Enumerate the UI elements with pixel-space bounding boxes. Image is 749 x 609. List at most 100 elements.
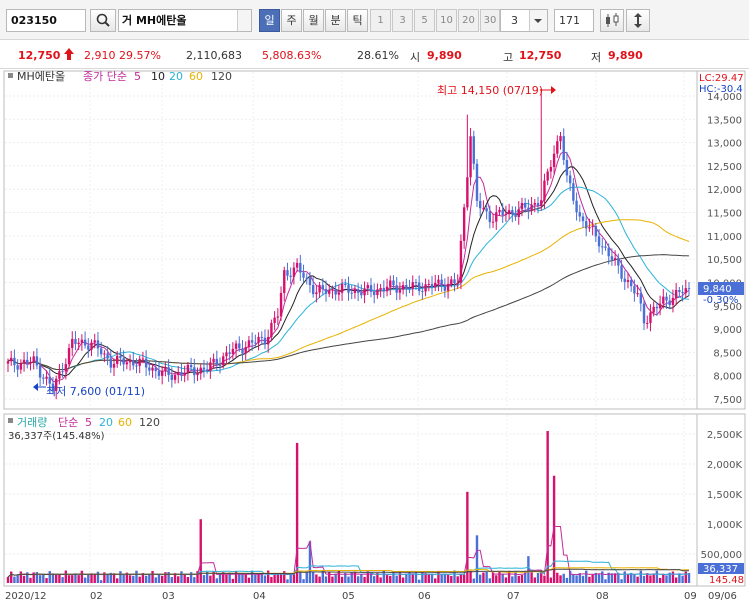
volume-bar xyxy=(13,576,16,583)
volume-bar xyxy=(623,571,626,583)
current-change-tag: -0.30% xyxy=(703,295,738,306)
period-minute[interactable]: 분 xyxy=(325,9,346,32)
candle-body xyxy=(498,209,501,213)
candle-body xyxy=(132,360,135,366)
volume-bar xyxy=(507,571,511,583)
search-button[interactable] xyxy=(90,9,116,32)
volume-bar xyxy=(581,575,585,583)
volume-bar xyxy=(511,576,514,583)
candle-body xyxy=(26,359,29,364)
candle-body xyxy=(238,343,241,349)
volume-bar xyxy=(652,574,655,583)
volume-bar xyxy=(491,572,495,583)
volume-bar xyxy=(80,570,84,583)
stock-name-text: 거 MH에탄올 xyxy=(122,14,187,27)
candle-body xyxy=(501,209,504,216)
volume-bar xyxy=(103,572,106,583)
volume-bar xyxy=(617,572,620,583)
stock-code-input[interactable]: 023150 xyxy=(6,9,86,32)
candle-body xyxy=(581,216,585,222)
minute-3[interactable]: 3 xyxy=(392,9,413,32)
candle-body xyxy=(681,291,684,294)
candle-body xyxy=(180,372,183,376)
candle-body xyxy=(324,288,328,294)
volume-bar xyxy=(45,578,48,583)
volume-bar xyxy=(588,576,591,583)
volume-bar xyxy=(565,577,569,583)
volume-bar xyxy=(533,577,537,583)
volume-bar xyxy=(434,578,437,583)
candle-body xyxy=(283,270,286,293)
volume-bar xyxy=(119,571,122,583)
stock-chart[interactable]: 14,000 13,500 13,000 12,500 12,000 11,500 11,0… xyxy=(0,70,749,606)
candle-body xyxy=(74,338,77,345)
candle-body xyxy=(601,246,604,248)
volume-bar xyxy=(607,572,610,583)
minute-20[interactable]: 20 xyxy=(458,9,479,32)
volume-bar xyxy=(38,575,42,583)
x-tick-label: 08 xyxy=(596,591,609,602)
candle-body xyxy=(527,207,530,211)
candle-body xyxy=(556,141,559,154)
candle-type-button[interactable] xyxy=(600,9,624,32)
volume-bar xyxy=(311,572,315,583)
stock-name-dropdown[interactable] xyxy=(237,10,251,31)
ma120-line xyxy=(7,254,690,371)
candle-body xyxy=(401,285,405,290)
volume-bar xyxy=(157,573,161,583)
volume-bar xyxy=(173,573,177,583)
candle-body xyxy=(209,362,212,371)
current-price-tag: 9,840 xyxy=(703,284,732,295)
candle-body xyxy=(485,208,488,212)
candle-body xyxy=(578,212,581,217)
lc-label: LC:29.47 xyxy=(699,73,744,84)
volume-bar xyxy=(568,570,572,583)
volume-bar xyxy=(462,574,466,583)
candle-body xyxy=(193,367,196,376)
bar-count-input[interactable]: 171 xyxy=(554,9,594,32)
volume-bar xyxy=(58,573,61,583)
minute-30[interactable]: 30 xyxy=(480,9,500,32)
volume-ma-lines xyxy=(7,525,690,578)
candle-body xyxy=(135,365,138,367)
period-week[interactable]: 주 xyxy=(281,9,302,32)
candle-body xyxy=(626,280,630,282)
volume-bar xyxy=(485,571,488,583)
chart-area[interactable]: 14,000 13,500 13,000 12,500 12,000 11,500 11,0… xyxy=(0,70,749,609)
minute-1[interactable]: 1 xyxy=(370,9,391,32)
volume-bar xyxy=(626,574,630,583)
x-tick-label: 2020/12 xyxy=(5,591,47,602)
minute-5[interactable]: 5 xyxy=(414,9,435,32)
candle-body xyxy=(511,210,514,214)
stock-name-field[interactable]: 거 MH에탄올 xyxy=(118,9,252,32)
volume-bar xyxy=(417,579,421,583)
volume-bar xyxy=(636,576,639,583)
high-price: 12,750 xyxy=(519,49,562,62)
candle-body xyxy=(559,136,562,142)
candle-body xyxy=(318,285,321,293)
candle-body xyxy=(344,284,347,286)
candle-body xyxy=(668,300,671,305)
candle-body xyxy=(337,292,341,295)
volume-bar xyxy=(16,574,19,583)
candle-body xyxy=(96,340,100,349)
vertical-scale-button[interactable] xyxy=(626,9,650,32)
candle-body xyxy=(196,373,199,376)
period-month[interactable]: 월 xyxy=(303,9,324,32)
candle-body xyxy=(459,240,463,283)
volume-bar xyxy=(151,570,154,583)
count-dropdown[interactable] xyxy=(529,10,547,31)
period-tick[interactable]: 틱 xyxy=(347,9,368,32)
candle-body xyxy=(369,285,373,292)
candle-body xyxy=(119,355,122,359)
volume-bar xyxy=(32,572,35,583)
period-day[interactable]: 일 xyxy=(259,9,280,32)
volume-bar xyxy=(292,574,296,583)
volume-bar xyxy=(228,572,231,583)
count-select[interactable]: 3 xyxy=(500,9,548,32)
minute-10[interactable]: 10 xyxy=(436,9,457,32)
candle-body xyxy=(177,372,180,376)
volume-bar xyxy=(99,580,103,583)
legend-vol-ma-label: 단순 xyxy=(58,416,78,429)
candle-body xyxy=(530,204,533,211)
